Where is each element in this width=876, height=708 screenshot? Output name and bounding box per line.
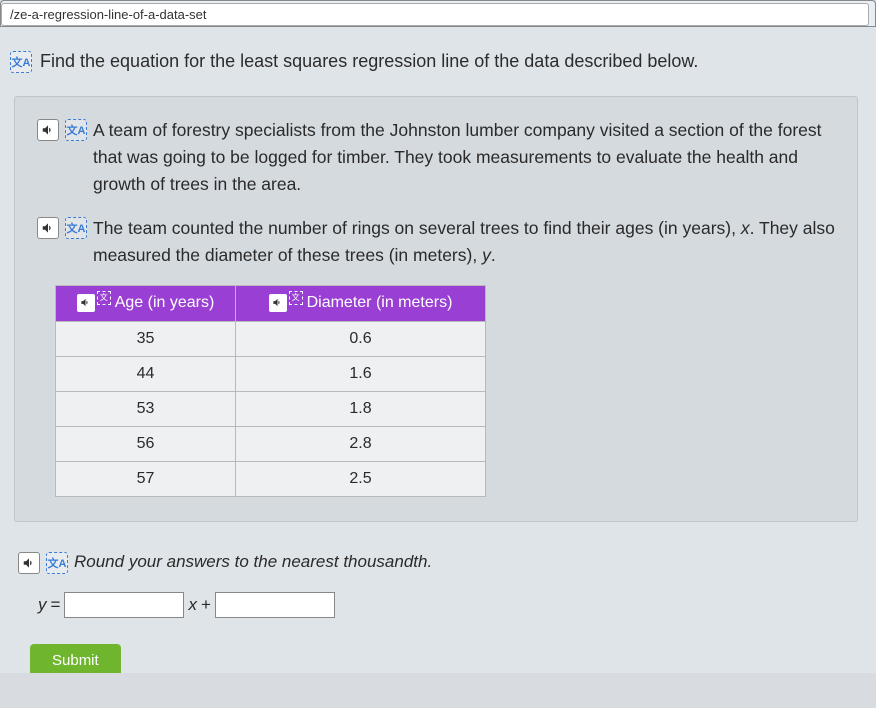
table-row: 56 2.8: [56, 427, 486, 462]
content-area: 文A Find the equation for the least squar…: [0, 27, 876, 673]
speaker-icon[interactable]: [77, 294, 95, 312]
table-row: 35 0.6: [56, 322, 486, 357]
equation-plus: +: [201, 595, 211, 615]
submit-button[interactable]: Submit: [30, 644, 121, 673]
cell-diameter: 2.8: [236, 427, 486, 462]
translate-icon[interactable]: 文A: [10, 51, 32, 73]
header-age: 文 Age (in years): [56, 285, 236, 322]
table-header-row: 文 Age (in years) 文 Diameter (in meters): [56, 285, 486, 322]
paragraph-2-row: 文A The team counted the number of rings …: [37, 215, 835, 269]
intercept-input[interactable]: [215, 592, 335, 618]
cell-diameter: 1.8: [236, 392, 486, 427]
translate-icon[interactable]: 文A: [65, 119, 87, 141]
round-instruction-row: 文A Round your answers to the nearest tho…: [18, 550, 858, 574]
cell-age: 56: [56, 427, 236, 462]
question-row: 文A Find the equation for the least squar…: [10, 49, 858, 74]
table-row: 53 1.8: [56, 392, 486, 427]
speaker-icon[interactable]: [37, 119, 59, 141]
cell-age: 44: [56, 357, 236, 392]
paragraph-1-row: 文A A team of forestry specialists from t…: [37, 117, 835, 198]
paragraph-1-text: A team of forestry specialists from the …: [93, 117, 835, 198]
translate-icon[interactable]: 文: [289, 291, 303, 305]
question-text: Find the equation for the least squares …: [40, 49, 698, 74]
slope-input[interactable]: [64, 592, 184, 618]
url-bar: /ze-a-regression-line-of-a-data-set: [1, 3, 869, 26]
translate-icon[interactable]: 文A: [46, 552, 68, 574]
cell-age: 35: [56, 322, 236, 357]
cell-age: 53: [56, 392, 236, 427]
data-table: 文 Age (in years) 文 Diameter (in meters) …: [55, 285, 486, 498]
p2-part-c: .: [491, 245, 496, 265]
problem-box: 文A A team of forestry specialists from t…: [14, 96, 858, 522]
equation-row: y = x +: [38, 592, 858, 618]
cell-diameter: 2.5: [236, 462, 486, 497]
cell-diameter: 1.6: [236, 357, 486, 392]
speaker-icon[interactable]: [37, 217, 59, 239]
p2-part-a: The team counted the number of rings on …: [93, 218, 741, 238]
cell-age: 57: [56, 462, 236, 497]
equation-x: x: [188, 595, 197, 615]
table-row: 44 1.6: [56, 357, 486, 392]
speaker-icon[interactable]: [269, 294, 287, 312]
variable-x: x: [741, 218, 750, 238]
header-diameter-label: Diameter (in meters): [307, 294, 453, 312]
paragraph-2-text: The team counted the number of rings on …: [93, 215, 835, 269]
equation-equals: =: [51, 595, 61, 615]
translate-icon[interactable]: 文: [97, 291, 111, 305]
speaker-icon[interactable]: [18, 552, 40, 574]
table-row: 57 2.5: [56, 462, 486, 497]
header-diameter: 文 Diameter (in meters): [236, 285, 486, 322]
cell-diameter: 0.6: [236, 322, 486, 357]
variable-y: y: [482, 245, 491, 265]
translate-icon[interactable]: 文A: [65, 217, 87, 239]
header-age-label: Age (in years): [115, 294, 215, 312]
round-instruction-text: Round your answers to the nearest thousa…: [74, 552, 432, 572]
equation-y: y: [38, 595, 47, 615]
